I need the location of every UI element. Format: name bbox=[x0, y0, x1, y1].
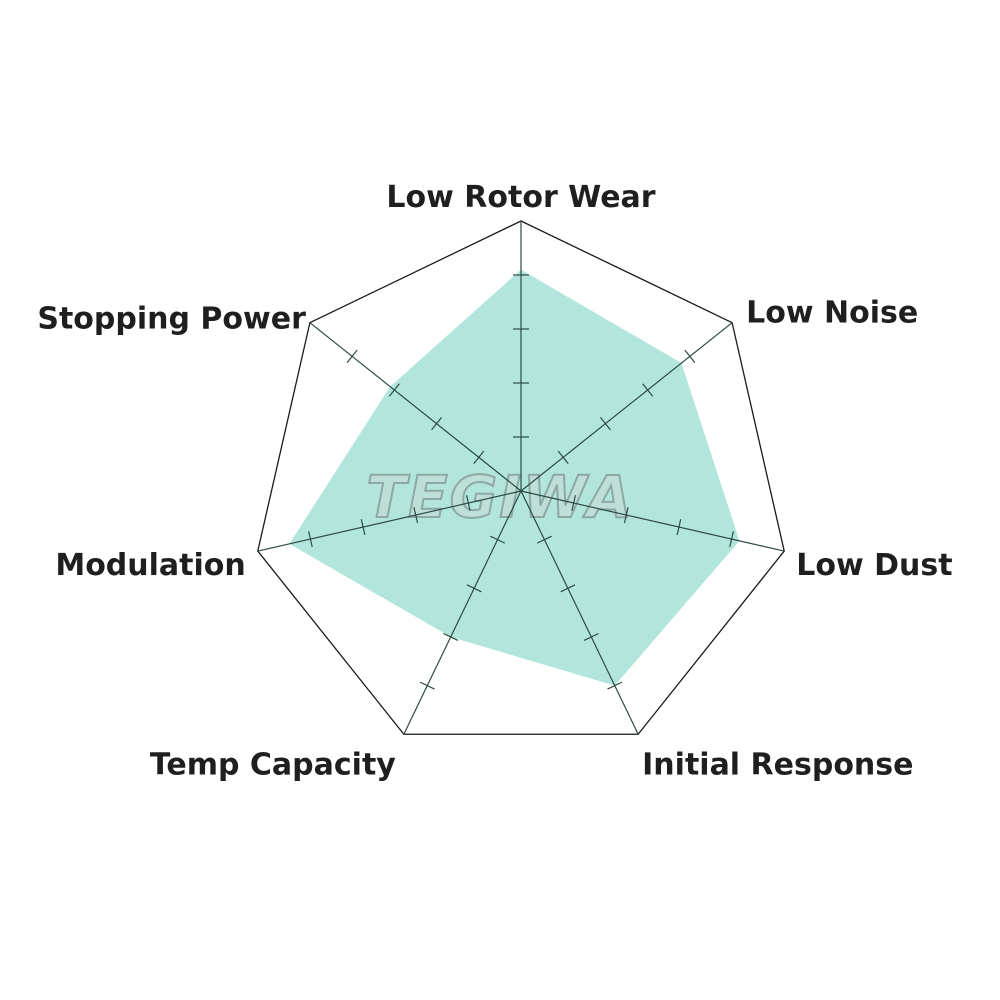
axis-tick bbox=[623, 507, 629, 523]
axis-tick bbox=[308, 531, 313, 547]
axis-tick bbox=[473, 450, 485, 464]
axis-tick bbox=[443, 632, 459, 641]
axis-label: Low Noise bbox=[746, 296, 918, 331]
axis-line bbox=[403, 490, 522, 735]
axis-tick bbox=[583, 632, 599, 641]
axis-tick bbox=[419, 681, 435, 690]
axis-line bbox=[257, 490, 522, 552]
watermark-text: TEGIWA bbox=[366, 463, 633, 531]
axis-tick bbox=[431, 417, 443, 431]
axis-tick bbox=[465, 495, 471, 511]
axis-tick bbox=[490, 535, 506, 544]
axis-tick bbox=[536, 535, 552, 544]
axis-tick bbox=[642, 383, 654, 397]
axis-tick bbox=[571, 495, 577, 511]
axis-label: Temp Capacity bbox=[150, 747, 396, 782]
axis-label: Stopping Power bbox=[37, 302, 306, 337]
axis-label: Initial Response bbox=[642, 747, 913, 782]
axis-tick bbox=[560, 584, 576, 593]
tegiwa-watermark-logo: TEGIWA bbox=[365, 462, 633, 532]
axis-tick bbox=[729, 531, 734, 547]
axis-tick bbox=[388, 383, 400, 397]
axis-tick bbox=[599, 417, 611, 431]
axis-tick bbox=[684, 349, 696, 363]
axis-label: Low Rotor Wear bbox=[386, 180, 655, 215]
data-polygon bbox=[289, 269, 740, 686]
axis-tick bbox=[466, 584, 482, 593]
axis-label: Low Dust bbox=[796, 548, 952, 583]
axis-tick bbox=[676, 519, 682, 535]
axis-tick bbox=[413, 507, 419, 523]
axis-tick bbox=[607, 681, 623, 690]
axis-line bbox=[520, 322, 733, 492]
axis-line bbox=[520, 490, 785, 552]
outer-frame bbox=[257, 220, 785, 735]
axis-line bbox=[309, 322, 522, 492]
axis-line bbox=[520, 490, 639, 735]
axis-tick bbox=[346, 349, 358, 363]
axis-tick bbox=[557, 450, 569, 464]
axis-label: Modulation bbox=[55, 548, 245, 583]
axis-tick bbox=[360, 519, 366, 535]
